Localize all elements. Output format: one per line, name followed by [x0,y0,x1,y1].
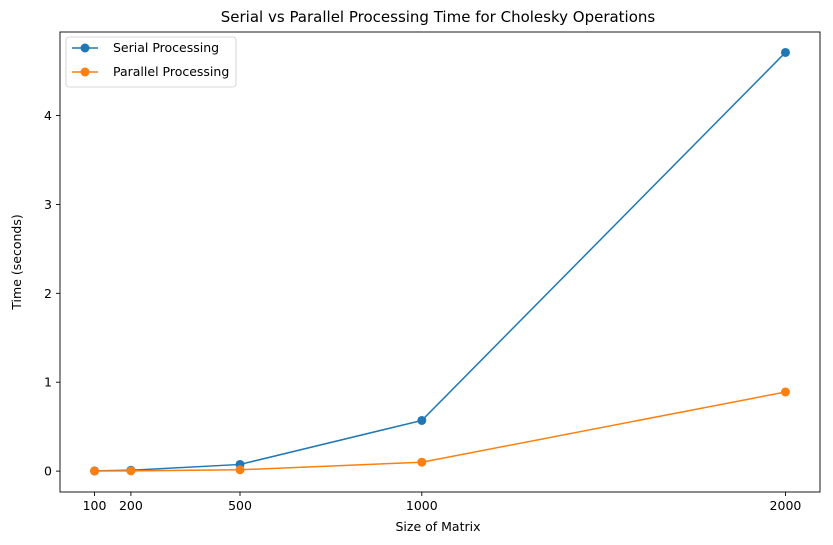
data-point [417,415,427,425]
legend-label-parallel: Parallel Processing [113,64,229,79]
y-tick-label: 3 [44,197,52,212]
data-point [126,466,136,476]
y-tick-label: 2 [44,286,52,301]
y-axis: 0 1 2 3 4 [44,108,60,479]
chart-title: Serial vs Parallel Processing Time for C… [221,8,656,26]
legend: Serial Processing Parallel Processing [65,36,237,88]
y-tick-label: 4 [44,108,52,123]
x-tick-label: 200 [119,498,143,513]
data-point [780,47,790,57]
x-axis-label: Size of Matrix [395,519,480,534]
y-axis-label: Time (seconds) [9,214,24,310]
x-axis: 100 200 500 1000 2000 [83,492,802,513]
data-point [90,466,100,476]
legend-marker-serial [80,43,90,53]
data-point [417,457,427,467]
plot-area [59,31,821,493]
legend-box [65,36,237,88]
y-tick-label: 0 [44,464,52,479]
series-line-0 [94,51,786,472]
x-tick-label: 2000 [770,498,802,513]
x-tick-label: 500 [228,498,252,513]
x-tick-label: 100 [83,498,107,513]
data-point [780,387,790,397]
data-point [235,465,245,475]
y-tick-label: 1 [44,375,52,390]
series-layer [90,47,790,476]
series-line-1 [94,391,786,472]
legend-marker-parallel [80,67,90,77]
x-tick-label: 1000 [406,498,438,513]
legend-label-serial: Serial Processing [113,40,219,55]
